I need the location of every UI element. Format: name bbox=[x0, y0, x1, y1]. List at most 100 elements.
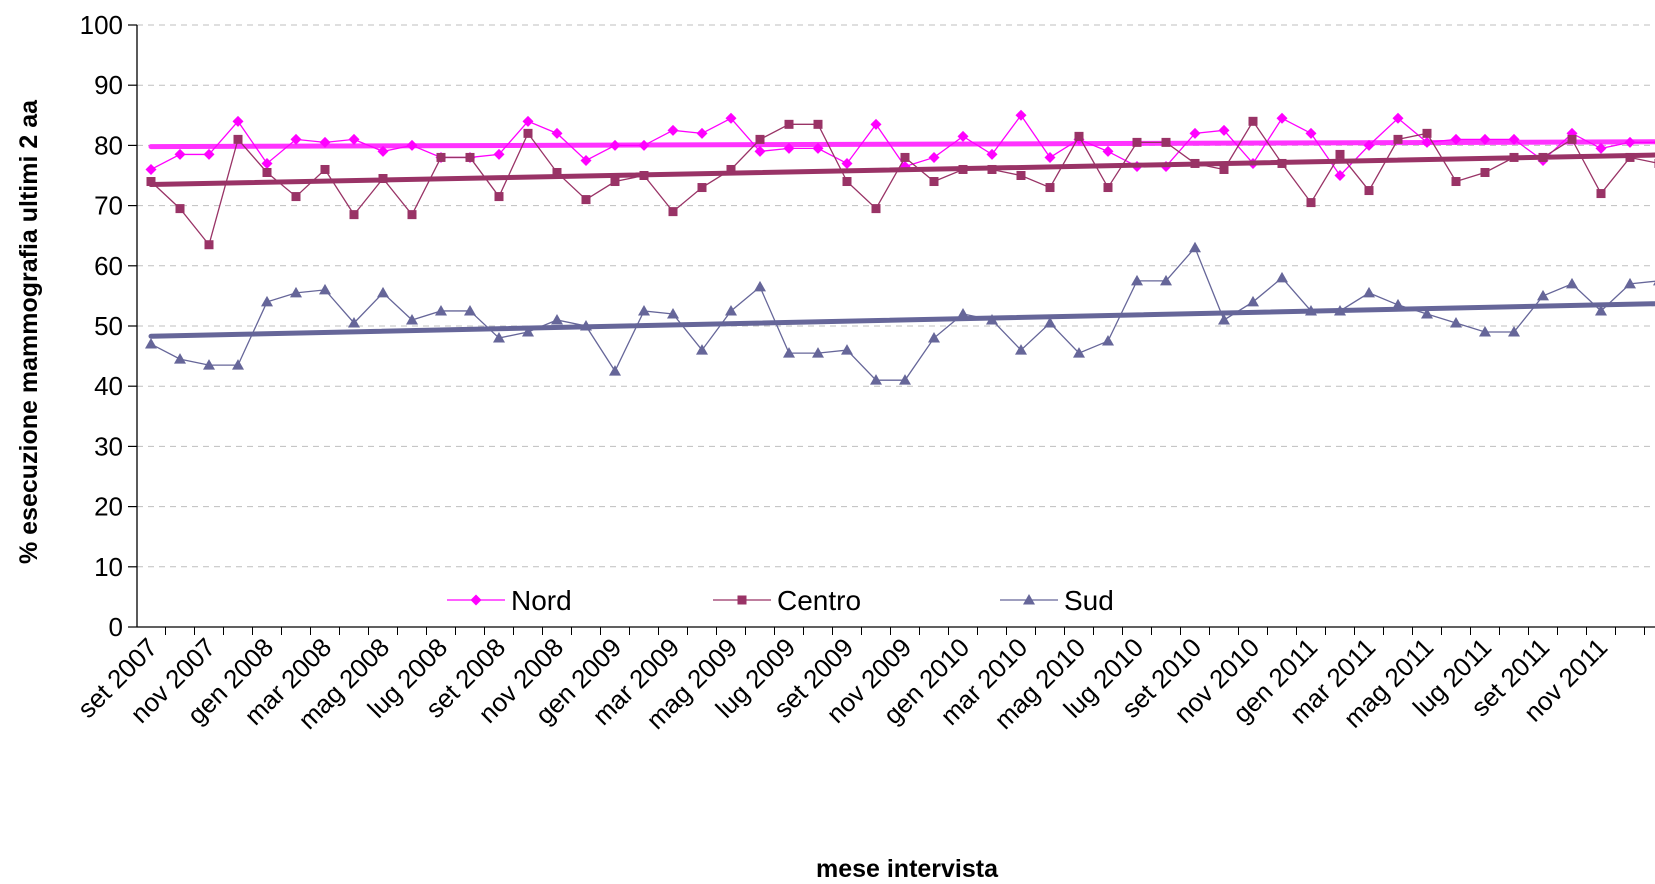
data-point bbox=[1450, 133, 1462, 145]
data-point bbox=[522, 115, 534, 127]
data-point bbox=[436, 152, 446, 162]
data-point bbox=[638, 304, 650, 316]
data-point bbox=[1190, 158, 1200, 168]
data-point bbox=[523, 128, 533, 138]
data-point bbox=[261, 295, 273, 307]
data-point bbox=[899, 374, 911, 385]
data-point bbox=[737, 595, 747, 605]
data-point bbox=[726, 164, 736, 174]
data-point bbox=[1335, 149, 1345, 159]
legend-label: Centro bbox=[777, 585, 861, 616]
y-tick-label: 70 bbox=[94, 191, 123, 221]
data-point bbox=[957, 307, 969, 319]
data-point bbox=[580, 320, 592, 331]
data-point bbox=[1421, 136, 1433, 148]
data-point bbox=[232, 115, 244, 127]
data-point bbox=[667, 307, 679, 319]
data-point bbox=[696, 127, 708, 139]
y-tick-label: 10 bbox=[94, 552, 123, 582]
data-point bbox=[406, 313, 418, 325]
data-point bbox=[1276, 271, 1288, 283]
series-nord bbox=[145, 109, 1655, 181]
data-point bbox=[407, 210, 417, 220]
data-point bbox=[406, 139, 418, 151]
data-point bbox=[1132, 137, 1142, 147]
data-point bbox=[262, 167, 272, 177]
data-point bbox=[812, 347, 824, 358]
data-point bbox=[377, 286, 389, 298]
data-point bbox=[842, 177, 852, 187]
data-point bbox=[1073, 347, 1085, 358]
data-point bbox=[1218, 124, 1230, 136]
data-point bbox=[494, 192, 504, 202]
data-point bbox=[639, 171, 649, 180]
data-point bbox=[696, 344, 708, 355]
data-point bbox=[1363, 139, 1375, 151]
data-point bbox=[145, 163, 157, 175]
data-point bbox=[900, 152, 910, 162]
data-point bbox=[1595, 142, 1607, 154]
data-point bbox=[204, 240, 214, 250]
data-point bbox=[1334, 170, 1346, 181]
data-point bbox=[378, 174, 388, 184]
data-point bbox=[1189, 241, 1201, 253]
data-point bbox=[1074, 131, 1084, 141]
data-point bbox=[551, 313, 563, 325]
data-point bbox=[1392, 298, 1404, 310]
data-point bbox=[1305, 127, 1317, 139]
data-point bbox=[957, 130, 969, 142]
data-point bbox=[1538, 152, 1548, 162]
data-point bbox=[1044, 151, 1056, 163]
data-point bbox=[145, 338, 157, 349]
data-point bbox=[784, 119, 794, 129]
data-point bbox=[174, 148, 186, 160]
data-point bbox=[348, 133, 360, 145]
gridlines bbox=[137, 24, 1655, 568]
data-point bbox=[609, 139, 621, 151]
legend-item-sud: Sud bbox=[1000, 585, 1114, 616]
y-tick-label: 40 bbox=[94, 371, 123, 401]
data-point bbox=[870, 118, 882, 130]
series-group bbox=[145, 109, 1655, 385]
data-point bbox=[203, 148, 215, 160]
y-axis: 0 10 20 30 40 50 60 70 80 90 100 bbox=[80, 10, 138, 642]
data-point bbox=[928, 332, 940, 343]
data-point bbox=[1567, 134, 1577, 144]
data-point bbox=[1624, 277, 1636, 289]
trend-line-sud bbox=[148, 301, 1655, 339]
data-point bbox=[986, 148, 998, 160]
data-point bbox=[841, 157, 853, 169]
data-point bbox=[377, 145, 389, 157]
data-point bbox=[755, 134, 765, 144]
data-point bbox=[610, 177, 620, 187]
trend-line-nord bbox=[148, 139, 1655, 150]
data-point bbox=[1218, 313, 1230, 325]
data-point bbox=[1393, 134, 1403, 144]
data-point bbox=[754, 280, 766, 292]
data-point bbox=[1363, 286, 1375, 298]
data-point bbox=[609, 365, 621, 376]
data-point bbox=[146, 177, 156, 187]
legend-label: Sud bbox=[1064, 585, 1114, 616]
legend-item-centro: Centro bbox=[713, 585, 861, 616]
data-point bbox=[233, 134, 243, 144]
data-point bbox=[1595, 304, 1607, 316]
data-point bbox=[987, 164, 997, 174]
data-point bbox=[320, 164, 330, 174]
data-point bbox=[435, 304, 447, 316]
data-point bbox=[1044, 316, 1056, 328]
data-point bbox=[1364, 186, 1374, 196]
data-point bbox=[175, 204, 185, 214]
data-point bbox=[203, 359, 215, 370]
data-point bbox=[493, 332, 505, 343]
data-point bbox=[870, 374, 882, 385]
y-tick-label: 20 bbox=[94, 492, 123, 522]
data-point bbox=[1306, 198, 1316, 208]
data-point bbox=[1422, 128, 1432, 138]
data-point bbox=[1161, 137, 1171, 147]
data-point bbox=[725, 112, 737, 124]
data-point bbox=[813, 119, 823, 129]
x-axis-title: mese intervista bbox=[816, 855, 999, 883]
